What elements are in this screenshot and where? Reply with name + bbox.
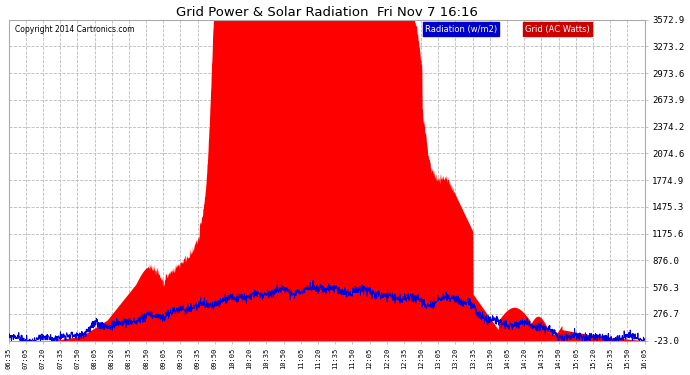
Title: Grid Power & Solar Radiation  Fri Nov 7 16:16: Grid Power & Solar Radiation Fri Nov 7 1… bbox=[176, 6, 477, 18]
Text: Radiation (w/m2): Radiation (w/m2) bbox=[425, 24, 497, 33]
Text: Copyright 2014 Cartronics.com: Copyright 2014 Cartronics.com bbox=[15, 24, 135, 33]
Text: Grid (AC Watts): Grid (AC Watts) bbox=[525, 24, 590, 33]
